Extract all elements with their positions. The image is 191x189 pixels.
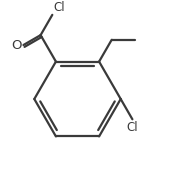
- Text: Cl: Cl: [53, 1, 65, 14]
- Text: Cl: Cl: [127, 121, 138, 134]
- Text: O: O: [11, 39, 22, 52]
